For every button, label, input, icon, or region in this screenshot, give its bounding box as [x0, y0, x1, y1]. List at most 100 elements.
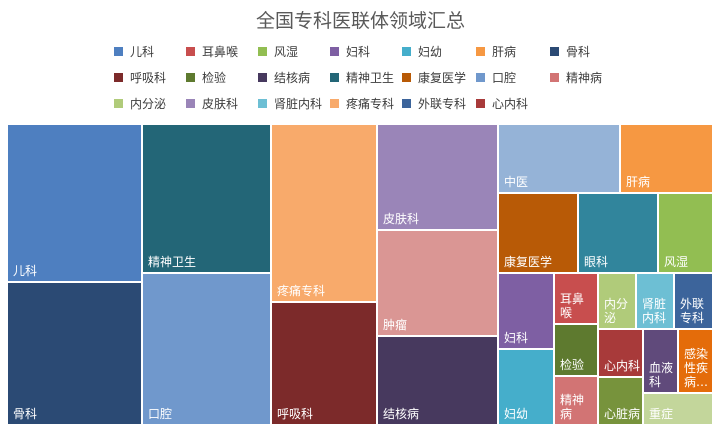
treemap-cell-rect [555, 325, 597, 375]
legend-item[interactable]: 肝病 [476, 44, 516, 60]
legend-label: 结核病 [274, 71, 311, 85]
legend-label: 呼吸科 [130, 71, 167, 85]
treemap-cell-rect [637, 274, 673, 328]
legend-label: 风湿 [274, 45, 299, 59]
legend-swatch [402, 47, 411, 56]
legend-label: 外联专科 [418, 97, 467, 111]
treemap-cell[interactable]: 口腔 [143, 274, 270, 424]
treemap-cell-rect [579, 194, 657, 272]
treemap-cell-rect [499, 194, 577, 272]
treemap-cell[interactable]: 耳鼻喉 [555, 274, 597, 323]
treemap-cell[interactable]: 眼科 [579, 194, 657, 272]
legend-swatch [402, 73, 411, 82]
treemap-cell[interactable]: 重症 [644, 394, 712, 424]
treemap-cell[interactable]: 呼吸科 [272, 303, 376, 424]
treemap-cell[interactable]: 皮肤科 [378, 125, 497, 229]
legend-swatch [258, 99, 267, 108]
legend-item[interactable]: 内分泌 [114, 96, 166, 112]
treemap-cell-rect [378, 337, 497, 424]
treemap-cell-label: 耳鼻喉 [560, 291, 584, 320]
legend-swatch [330, 99, 339, 108]
legend-item[interactable]: 口腔 [476, 70, 516, 86]
legend-item[interactable]: 耳鼻喉 [186, 44, 238, 60]
treemap-cell[interactable]: 心脏病 [599, 378, 642, 424]
treemap-cell[interactable]: 血液科 [644, 330, 677, 392]
treemap-cell[interactable]: 精神病 [555, 377, 597, 424]
legend-item[interactable]: 儿科 [114, 44, 154, 60]
treemap-cell-label: 感染性疾病… [684, 346, 708, 389]
treemap-cell[interactable]: 康复医学 [499, 194, 577, 272]
treemap-cell-rect [599, 274, 635, 328]
treemap-cell-rect [272, 125, 376, 301]
treemap-cell[interactable]: 妇科 [499, 274, 553, 348]
legend-item[interactable]: 精神卫生 [330, 70, 394, 86]
treemap-cell-label: 妇幼 [504, 407, 528, 421]
treemap-cell[interactable]: 儿科 [8, 125, 141, 281]
treemap-cell[interactable]: 风湿 [659, 194, 712, 272]
legend-item[interactable]: 结核病 [258, 70, 310, 86]
legend-item[interactable]: 骨科 [550, 44, 590, 60]
treemap-cell-rect [644, 394, 712, 424]
legend-item[interactable]: 呼吸科 [114, 70, 166, 86]
legend-swatch [402, 99, 411, 108]
legend-label: 口腔 [492, 71, 517, 85]
legend-item[interactable]: 心内科 [476, 96, 528, 112]
legend-item[interactable]: 检验 [186, 70, 226, 86]
chart-title: 全国专科医联体领域汇总 [255, 10, 465, 32]
treemap-cell-rect [499, 350, 553, 424]
treemap-cell-label: 精神卫生 [148, 255, 196, 269]
legend-item[interactable]: 风湿 [258, 44, 298, 60]
treemap-cell-rect [675, 274, 712, 328]
legend-label: 疼痛专科 [346, 97, 395, 111]
treemap-cell[interactable]: 检验 [555, 325, 597, 375]
treemap-cell[interactable]: 外联专科 [675, 274, 712, 328]
treemap-cell-label: 心内科 [604, 359, 640, 373]
legend-label: 精神卫生 [346, 71, 395, 85]
treemap-cell[interactable]: 肿瘤 [378, 231, 497, 335]
legend-item[interactable]: 精神病 [550, 70, 602, 86]
treemap-cell-label: 风湿 [664, 254, 688, 269]
legend-swatch [476, 47, 485, 56]
legend-label: 精神病 [566, 71, 603, 85]
treemap-cell-label: 外联专科 [680, 297, 704, 325]
treemap-cell[interactable]: 骨科 [8, 283, 141, 424]
legend-item[interactable]: 外联专科 [402, 96, 466, 112]
treemap-cell-label: 结核病 [383, 406, 419, 421]
legend-label: 儿科 [130, 45, 155, 59]
legend-item[interactable]: 妇幼 [402, 44, 442, 60]
legend-label: 耳鼻喉 [202, 45, 239, 59]
treemap-cell[interactable]: 肝病 [621, 125, 712, 192]
legend-item[interactable]: 肾脏内科 [258, 96, 322, 112]
treemap-cell-rect [659, 194, 712, 272]
legend-label: 康复医学 [418, 71, 467, 85]
treemap-cell[interactable]: 中医 [499, 125, 619, 192]
legend-label: 骨科 [566, 45, 591, 59]
legend-swatch [186, 73, 195, 82]
treemap-cell[interactable]: 感染性疾病… [679, 330, 712, 392]
treemap-cell[interactable]: 精神卫生 [143, 125, 270, 272]
treemap-cell-rect [499, 274, 553, 348]
treemap-cell[interactable]: 妇幼 [499, 350, 553, 424]
legend-swatch [114, 99, 123, 108]
treemap-cell[interactable]: 疼痛专科 [272, 125, 376, 301]
legend-item[interactable]: 皮肤科 [186, 96, 238, 112]
treemap-cell-label: 呼吸科 [277, 407, 313, 421]
legend-item[interactable]: 康复医学 [402, 70, 466, 86]
legend-swatch [114, 47, 123, 56]
treemap-cell-label: 疼痛专科 [277, 283, 325, 298]
treemap-cell[interactable]: 内分泌 [599, 274, 635, 328]
legend-label: 皮肤科 [202, 97, 239, 111]
legend-swatch [550, 73, 559, 82]
legend-item[interactable]: 疼痛专科 [330, 96, 394, 112]
treemap-cell[interactable]: 结核病 [378, 337, 497, 424]
treemap-cell[interactable]: 肾脏内科 [637, 274, 673, 328]
treemap-cell-rect [555, 274, 597, 323]
treemap-cell-rect [599, 378, 642, 424]
treemap-cell-rect [679, 330, 712, 392]
treemap-cell[interactable]: 心内科 [599, 330, 642, 376]
treemap-cell-label: 康复医学 [504, 254, 552, 269]
treemap-cell-rect [621, 125, 712, 192]
legend-item[interactable]: 妇科 [330, 44, 370, 60]
treemap-cell-label: 皮肤科 [383, 211, 419, 226]
